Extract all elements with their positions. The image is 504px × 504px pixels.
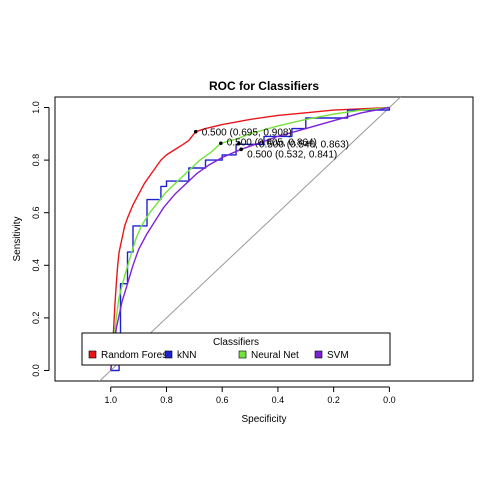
legend-entry-label: Neural Net	[251, 350, 299, 361]
legend-entry-label: SVM	[327, 350, 349, 361]
x-tick-label: 0.2	[327, 395, 340, 405]
threshold-label: 0.500 (0.540, 0.863)	[259, 140, 349, 151]
legend-entry-label: Random Forest	[101, 350, 170, 361]
threshold-point	[237, 141, 241, 146]
legend-entries: Random Forest kNN Neural Net SVM	[88, 350, 349, 361]
x-axis-label: Specificity	[241, 414, 286, 425]
series-line-neural-net	[110, 106, 390, 371]
y-tick-label: 1.0	[31, 101, 41, 114]
threshold-point	[193, 129, 198, 134]
y-tick-label: 0.0	[31, 364, 41, 377]
threshold-label: 0.500 (0.605, 0.864)	[227, 137, 317, 148]
threshold-label: 0.500 (0.532, 0.841)	[247, 149, 337, 160]
y-tick-label: 0.8	[31, 154, 41, 167]
x-tick-label: 1.0	[104, 395, 117, 405]
chart-title: ROC for Classifiers	[209, 79, 319, 93]
series-line-knn	[110, 107, 391, 372]
x-axis: 1.0 0.8 0.6 0.4 0.2 0.0	[104, 386, 396, 405]
legend-entry-label: kNN	[177, 350, 196, 361]
series-line-svm	[110, 106, 390, 371]
legend-swatch	[314, 350, 323, 359]
x-tick-label: 0.0	[383, 395, 396, 405]
y-tick-label: 0.2	[31, 312, 41, 325]
y-tick-label: 0.6	[31, 206, 41, 219]
legend-swatch	[238, 350, 247, 359]
legend: Classifiers Random Forest kNN Neural Net SV…	[81, 332, 391, 366]
legend-title: Classifiers	[213, 337, 259, 348]
threshold-point	[219, 141, 223, 146]
y-axis-label: Sensitivity	[12, 216, 23, 261]
legend-swatch	[88, 350, 97, 359]
series-line-random-forest	[110, 106, 390, 371]
x-tick-label: 0.6	[216, 395, 229, 405]
x-tick-label: 0.4	[272, 395, 285, 405]
series-layer	[110, 106, 391, 372]
threshold-point	[239, 147, 243, 152]
y-axis: 0.0 0.2 0.4 0.6 0.8 1.0	[31, 101, 50, 377]
plot-frame	[54, 96, 474, 382]
threshold-label: 0.500 (0.695, 0.908)	[202, 128, 292, 139]
legend-swatch	[164, 350, 173, 359]
legend-box	[81, 332, 391, 366]
y-tick-label: 0.4	[31, 259, 41, 272]
x-tick-label: 0.8	[160, 395, 173, 405]
annotation-layer: 0.500 (0.695, 0.908)0.500 (0.605, 0.864)…	[193, 128, 349, 160]
